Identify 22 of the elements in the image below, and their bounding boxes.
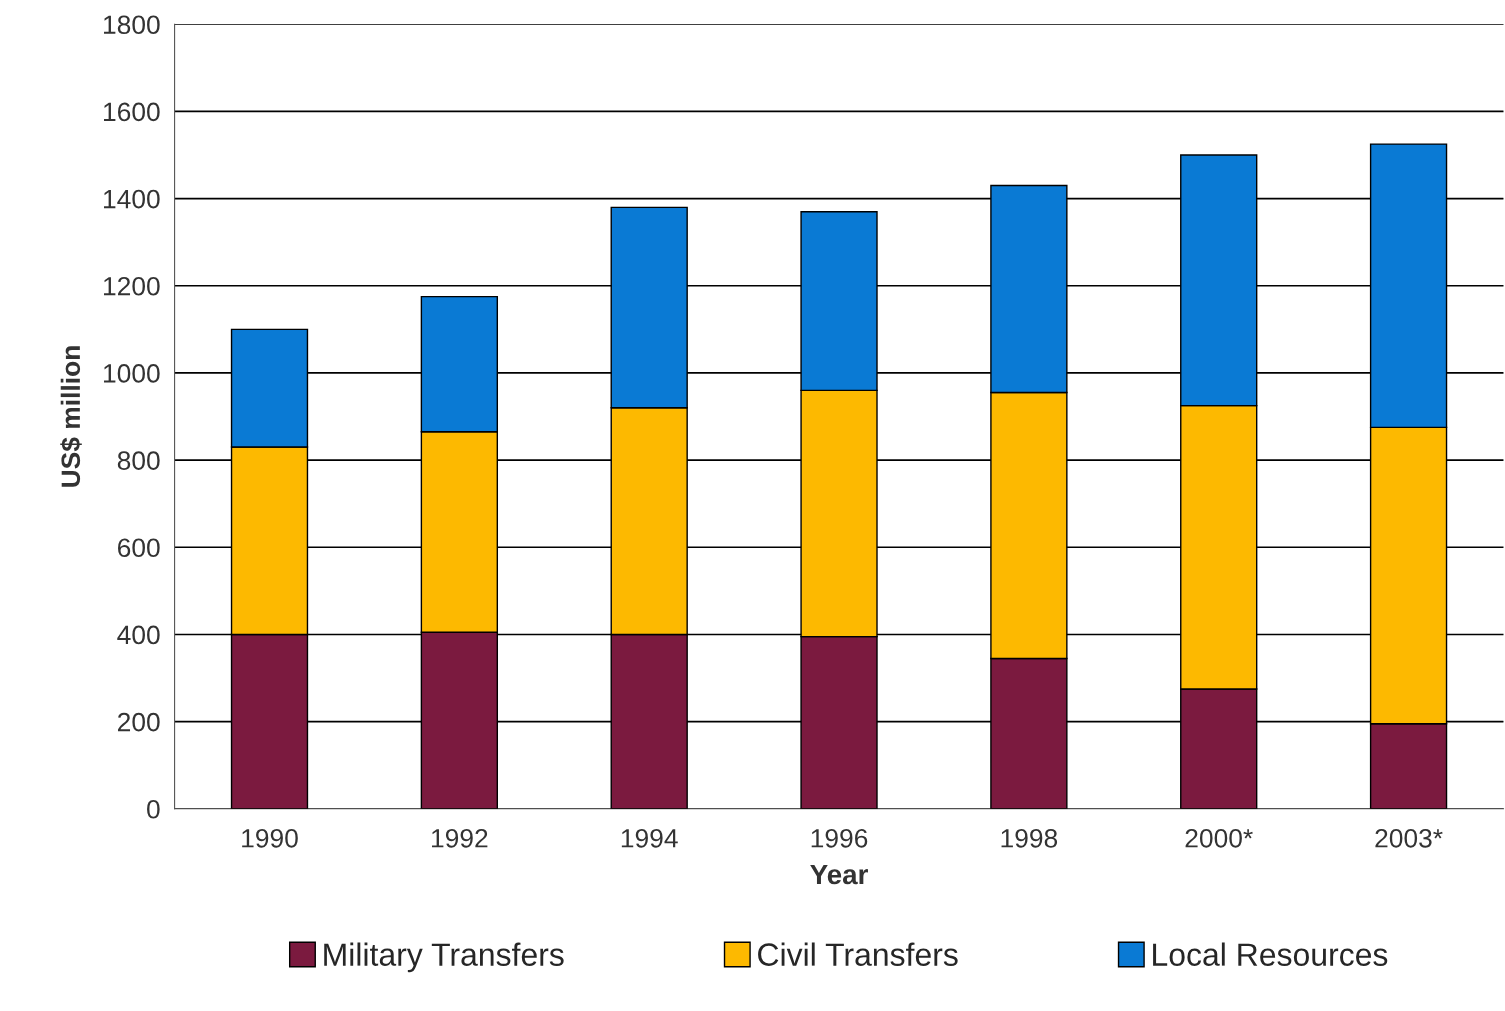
y-tick-label: 800	[117, 451, 160, 470]
legend-label: Military Transfers	[324, 942, 564, 973]
y-tick-label: 600	[118, 538, 160, 558]
x-tick-label: 1992	[432, 828, 488, 848]
x-axis-title: Year	[810, 864, 868, 885]
x-tick-label: 2000*	[1185, 828, 1253, 848]
x-tick-label: 1998	[1001, 828, 1058, 848]
y-tick-label: 200	[117, 712, 160, 732]
x-tick-label: 1994	[621, 828, 678, 848]
y-tick-label: 1800	[104, 15, 160, 35]
x-tick-label: 2003*	[1375, 828, 1443, 848]
legend-label: Local Resources	[1153, 942, 1388, 966]
legend-label: Civil Transfers	[758, 942, 958, 966]
y-tick-label: 1600	[104, 102, 160, 122]
y-tick-label: 1400	[104, 189, 160, 209]
y-tick-label: 400	[117, 625, 160, 645]
y-axis-title: US$ million	[60, 346, 82, 487]
x-tick-label: 1996	[811, 828, 868, 848]
y-tick-label: 0	[147, 799, 160, 819]
y-tick-label: 1200	[104, 276, 160, 296]
x-tick-label: 1990	[242, 828, 298, 848]
y-tick-label: 1000	[104, 364, 160, 383]
